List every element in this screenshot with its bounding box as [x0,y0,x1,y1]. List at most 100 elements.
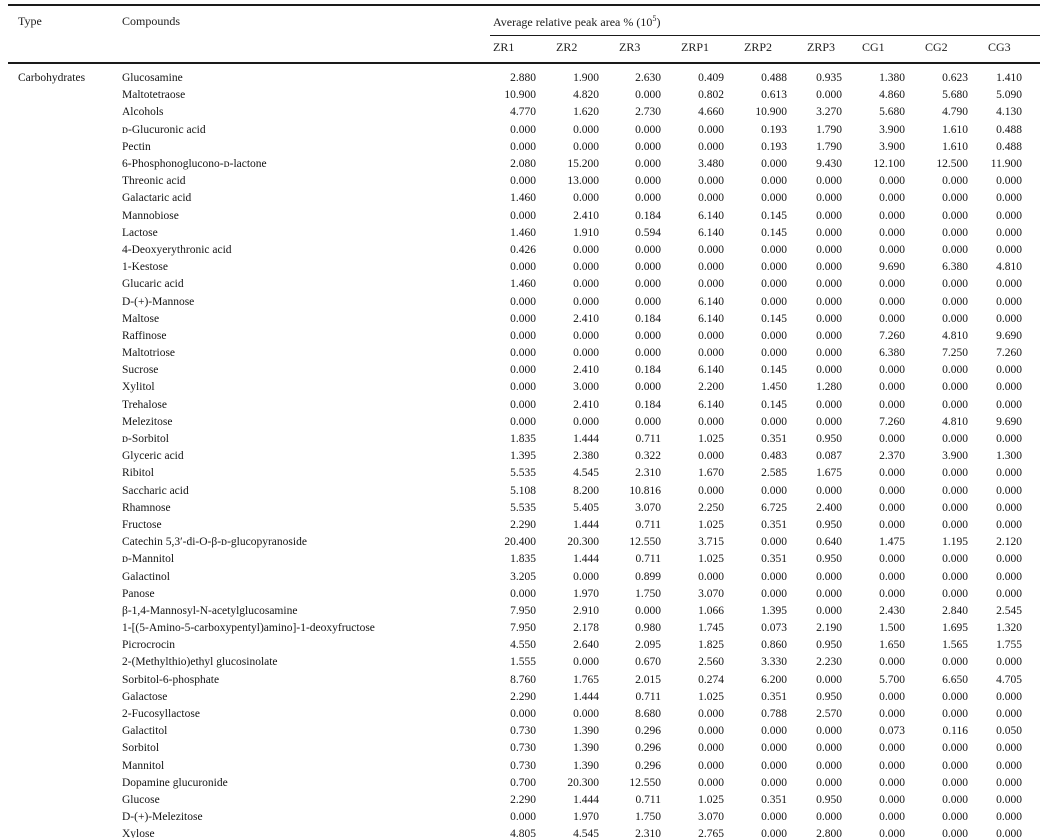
value-cell: 0.087 [816,450,842,463]
value-cell: 2.545 [996,604,1022,617]
value-cell: 0.000 [942,467,968,480]
value-cell: 7.950 [510,622,536,635]
type-cell [8,792,122,809]
value-cell: 0.000 [942,570,968,583]
value-cell: 0.000 [879,570,905,583]
value-cell: 0.950 [816,518,842,531]
compound-name: β-1,4-Mannosyl-N-acetylglucosamine [122,604,298,617]
table-row: Galactose 2.290 1.444 0.711 1.025 0.351 0.950 0… [8,689,1040,706]
value-cell: 0.000 [510,415,536,428]
type-cell [8,104,122,121]
value-cell: 2.560 [698,656,724,669]
table-row: Galactaric acid 1.460 0.000 0.000 0.000 0.000… [8,190,1040,207]
column-header-peak-area-group: Average relative peak area % (105) [490,5,1040,36]
value-cell: 2.800 [816,828,842,838]
value-cell: 0.000 [996,811,1022,824]
value-cell: 0.000 [761,570,787,583]
value-cell: 1.825 [698,639,724,652]
compound-name: Mannitol [122,759,165,772]
value-cell: 0.000 [573,295,599,308]
value-cell: 0.000 [510,123,536,136]
table-row: Picrocrocin 4.550 2.640 2.095 1.825 0.860 0.95… [8,637,1040,654]
value-cell: 0.594 [635,226,661,239]
value-cell: 0.000 [942,192,968,205]
value-cell: 0.000 [996,587,1022,600]
value-cell: 4.545 [573,828,599,838]
compound-name: Glyceric acid [122,450,184,463]
value-cell: 0.000 [816,742,842,755]
value-cell: 0.000 [996,312,1022,325]
value-cell: 0.000 [816,261,842,274]
table-row: Glucaric acid 1.460 0.000 0.000 0.000 0.000 0.… [8,276,1040,293]
value-cell: 6.650 [942,673,968,686]
value-cell: 0.000 [942,381,968,394]
column-header-cg2: CG2 [922,35,985,64]
compound-name: Galactose [122,690,168,703]
value-cell: 0.730 [510,742,536,755]
compound-name: ᴅ-Sorbitol [122,433,169,446]
value-cell: 0.711 [635,793,661,806]
type-cell [8,775,122,792]
table-row: D-(+)-Melezitose 0.000 1.970 1.750 3.070 0.00… [8,809,1040,826]
value-cell: 0.000 [942,243,968,256]
value-cell: 0.000 [816,226,842,239]
value-cell: 0.000 [879,690,905,703]
compound-name: Lactose [122,226,158,239]
value-cell: 6.140 [698,364,724,377]
value-cell: 0.000 [635,192,661,205]
type-cell [8,448,122,465]
value-cell: 5.535 [510,501,536,514]
value-cell: 1.280 [816,381,842,394]
value-cell: 0.950 [816,553,842,566]
value-cell: 0.950 [816,793,842,806]
value-cell: 1.610 [942,140,968,153]
column-header-zrp3: ZRP3 [804,35,859,64]
value-cell: 0.000 [573,708,599,721]
value-cell: 0.000 [510,364,536,377]
compound-name: Panose [122,587,155,600]
value-cell: 0.000 [510,312,536,325]
compound-name: 4-Deoxyerythronic acid [122,243,232,256]
value-cell: 1.790 [816,123,842,136]
compound-name: 1-[(5-Amino-5-carboxypentyl)amino]-1-deo… [122,622,375,635]
value-cell: 1.555 [510,656,536,669]
value-cell: 0.296 [635,725,661,738]
value-cell: 5.680 [942,89,968,102]
value-cell: 0.788 [761,708,787,721]
value-cell: 2.370 [879,450,905,463]
type-cell [8,517,122,534]
value-cell: 20.300 [567,776,599,789]
value-cell: 0.184 [635,398,661,411]
value-cell: 3.715 [698,536,724,549]
table-row: Glucose 2.290 1.444 0.711 1.025 0.351 0.950 0.0… [8,792,1040,809]
type-cell [8,551,122,568]
group-header-text: Average relative peak area % (10 [493,15,653,29]
value-cell: 0.000 [816,209,842,222]
compound-name: Mannobiose [122,209,179,222]
group-header-superscript: 5 [652,14,657,23]
value-cell: 0.351 [761,793,787,806]
table-row: Lactose 1.460 1.910 0.594 6.140 0.145 0.000 0.0… [8,225,1040,242]
type-cell [8,654,122,671]
value-cell: 20.300 [567,536,599,549]
value-cell: 0.000 [698,140,724,153]
value-cell: 10.816 [629,484,661,497]
compound-name: Rhamnose [122,501,171,514]
column-header-zr2: ZR2 [553,35,616,64]
value-cell: 0.711 [635,433,661,446]
header-row-samples: ZR1 ZR2 ZR3 ZRP1 ZRP2 ZRP3 CG1 CG2 CG3 [8,35,1040,64]
type-cell [8,379,122,396]
value-cell: 6.140 [698,312,724,325]
value-cell: 0.000 [996,708,1022,721]
value-cell: 0.193 [761,140,787,153]
value-cell: 0.640 [816,536,842,549]
value-cell: 1.025 [698,690,724,703]
table-row: 6-Phosphonoglucono-ᴅ-lactone 2.080 15.200 0… [8,156,1040,173]
value-cell: 5.108 [510,484,536,497]
compound-name: 2-Fucosyllactose [122,708,200,721]
value-cell: 0.000 [996,381,1022,394]
value-cell: 1.910 [573,226,599,239]
value-cell: 4.805 [510,828,536,838]
value-cell: 2.410 [573,209,599,222]
value-cell: 2.640 [573,639,599,652]
